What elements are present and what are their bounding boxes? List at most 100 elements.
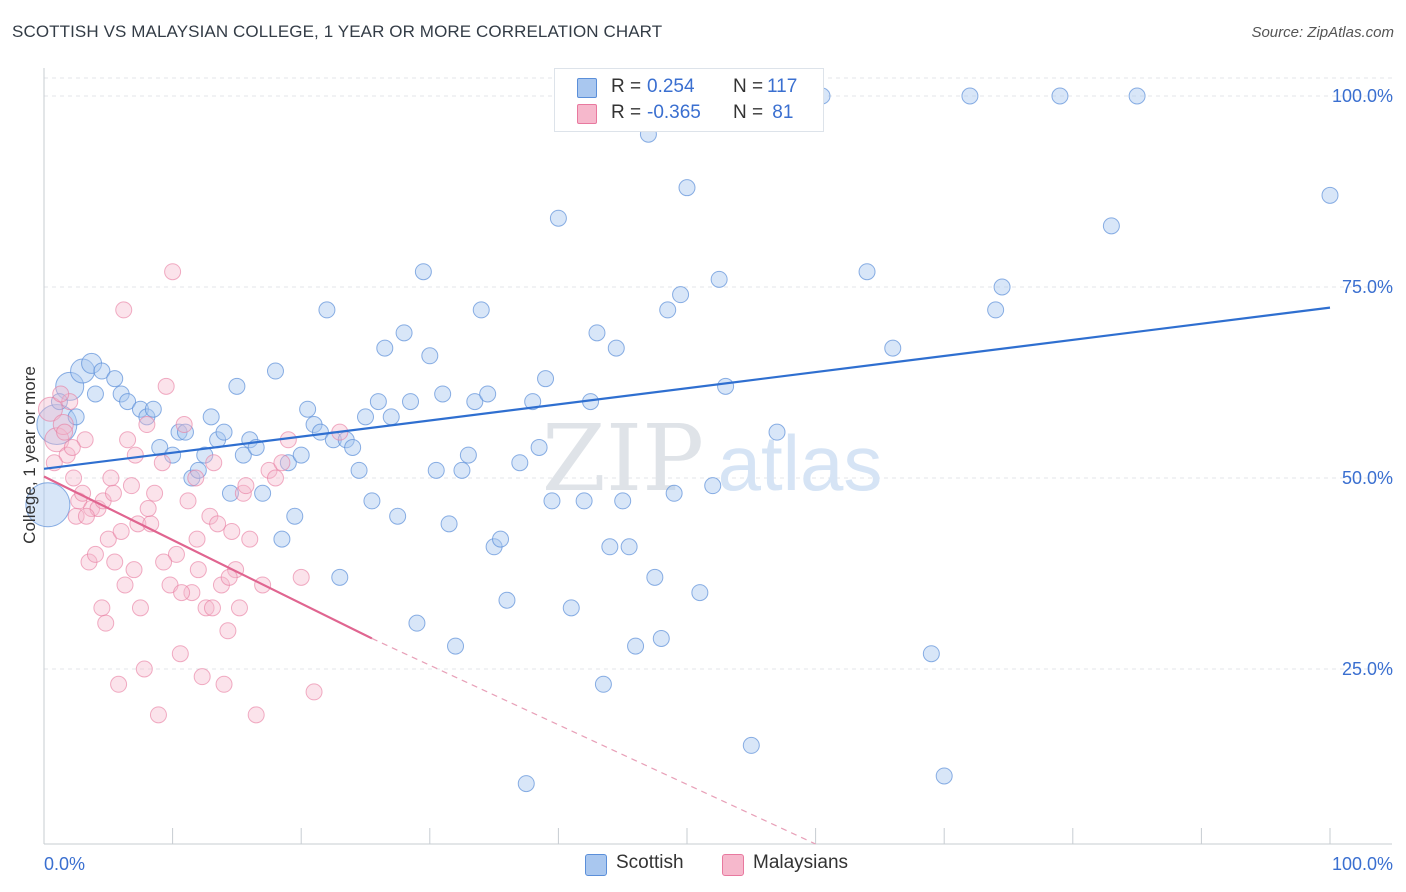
malaysian-point	[138, 416, 156, 434]
scottish-point	[517, 775, 535, 793]
malaysian-point	[188, 530, 206, 548]
scottish-point	[292, 446, 310, 464]
malaysian-point	[241, 530, 259, 548]
malaysian-point	[215, 675, 233, 693]
scottish-trend-line	[43, 306, 1331, 470]
legend-r-label: R =	[611, 102, 642, 123]
malaysian-point	[164, 263, 182, 281]
malaysian-point	[209, 515, 227, 533]
scottish-point	[369, 393, 387, 411]
malaysian-point	[52, 385, 70, 403]
scottish-point	[221, 484, 239, 502]
malaysian-point	[56, 423, 74, 441]
watermark-zip: ZIP	[542, 405, 704, 512]
y-tick-label: 50.0%	[1342, 468, 1393, 488]
scottish-point	[704, 477, 722, 495]
x-tick-max: 100.0%	[1331, 854, 1393, 874]
scottish-point	[922, 645, 940, 663]
legend-r-label: R =	[611, 76, 642, 97]
scottish-point	[961, 87, 979, 105]
scottish-point	[286, 507, 304, 525]
malaysian-point	[86, 545, 104, 563]
y-axis-label: College, 1 year or more	[20, 366, 39, 544]
scottish-point	[447, 637, 465, 655]
scottish-point	[234, 446, 252, 464]
source-credit: Source: ZipAtlas.com	[1251, 24, 1394, 41]
y-tick-label: 25.0%	[1342, 659, 1393, 679]
scottish-point	[144, 400, 162, 418]
y-tick-label: 75.0%	[1342, 277, 1393, 297]
scottish-point	[710, 270, 728, 288]
chart-title: SCOTTISH VS MALAYSIAN COLLEGE, 1 YEAR OR…	[12, 22, 663, 41]
malaysian-point	[305, 683, 323, 701]
malaysian-point	[131, 599, 149, 617]
scottish-point	[331, 568, 349, 586]
legend-row-malaysians: R = -0.365 N = 81	[577, 102, 793, 126]
scottish-point	[106, 370, 124, 388]
gridlines	[44, 77, 1392, 670]
scottish-point	[672, 286, 690, 304]
scottish-point	[659, 301, 677, 319]
scottish-point	[537, 370, 555, 388]
malaysian-point	[122, 477, 140, 495]
scottish-point	[575, 492, 593, 510]
scottish-point	[1321, 186, 1339, 204]
scottish-point	[884, 339, 902, 357]
malaysian-point	[219, 622, 237, 640]
scottish-point	[427, 461, 445, 479]
watermark: ZIP atlas	[542, 405, 882, 512]
scottish-point	[562, 599, 580, 617]
malaysian-point	[175, 416, 193, 434]
malaysian-point	[149, 706, 167, 724]
scottish-point	[627, 637, 645, 655]
scottish-point	[549, 209, 567, 227]
watermark-atlas: atlas	[718, 419, 883, 507]
scottish-swatch	[577, 78, 597, 98]
scottish-point	[376, 339, 394, 357]
malaysian-point	[187, 469, 205, 487]
scottish-point	[93, 362, 111, 380]
axes	[43, 68, 1392, 845]
malaysian-trend-line	[43, 475, 373, 640]
scottish-point	[691, 584, 709, 602]
malaysian-point	[99, 530, 117, 548]
malaysian-point	[203, 599, 221, 617]
legend-r-value: -0.365	[647, 102, 701, 123]
scottish-point	[1102, 217, 1120, 235]
scottish-point	[215, 423, 233, 441]
legend-malaysians: Malaysians	[753, 852, 849, 873]
scottish-point	[408, 614, 426, 632]
malaysian-point	[65, 469, 83, 487]
scottish-point	[665, 484, 683, 502]
x-tick-min: 0.0%	[44, 854, 86, 874]
malaysian-point	[155, 553, 173, 571]
malaysian-point	[139, 500, 157, 518]
legend-n-label: N =	[733, 76, 764, 97]
scottish-point	[646, 568, 664, 586]
scottish-point	[344, 438, 362, 456]
scottish-point	[119, 393, 137, 411]
malaysian-point	[179, 492, 197, 510]
trend-lines	[43, 306, 1331, 845]
malaysian-point	[135, 660, 153, 678]
scottish-point	[717, 377, 735, 395]
malaysian-point	[171, 645, 189, 663]
scottish-point	[588, 324, 606, 342]
malaysian-point	[292, 568, 310, 586]
malaysian-point	[197, 599, 215, 617]
malaysian-point	[116, 576, 134, 594]
scottish-point	[363, 492, 381, 510]
malaysian-point	[220, 568, 238, 586]
scottish-legend-swatch	[585, 854, 607, 876]
scottish-point	[357, 408, 374, 426]
malaysian-point	[125, 561, 143, 579]
scottish-point	[607, 339, 625, 357]
malaysian-point	[230, 599, 248, 617]
scottish-point	[858, 263, 876, 281]
malaysian-point	[266, 469, 284, 487]
malaysian-point	[183, 584, 201, 602]
scottish-point	[389, 507, 407, 525]
scottish-point	[202, 408, 220, 426]
malaysian-point	[119, 431, 137, 449]
